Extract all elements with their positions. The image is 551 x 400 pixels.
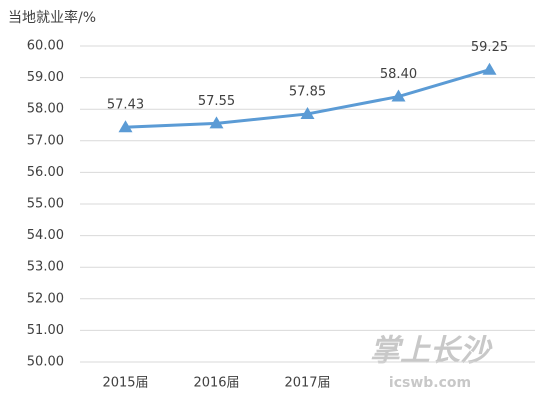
y-tick-label: 53.00: [27, 260, 64, 275]
y-tick-label: 52.00: [27, 291, 64, 306]
y-tick-label: 51.00: [27, 323, 64, 338]
y-tick-label: 54.00: [27, 228, 64, 243]
y-tick-label: 57.00: [27, 133, 64, 148]
x-tick-label: 2016届: [193, 376, 239, 391]
y-tick-label: 55.00: [27, 197, 64, 212]
watermark: icswb.com: [389, 375, 471, 391]
data-label: 57.85: [289, 84, 326, 99]
y-axis-label: 当地就业率/%: [8, 9, 96, 26]
marker: [209, 116, 224, 129]
marker: [482, 62, 497, 75]
x-tick-label: 2015届: [102, 376, 148, 391]
y-tick-label: 50.00: [27, 355, 64, 370]
data-label: 58.40: [380, 67, 417, 82]
y-tick-label: 58.00: [27, 102, 64, 117]
data-label: 59.25: [471, 40, 508, 55]
marker: [391, 89, 406, 102]
watermark: 掌上长沙: [370, 334, 493, 369]
data-label: 57.55: [198, 94, 235, 109]
data-label: 57.43: [107, 98, 144, 113]
x-tick-label: 2017届: [284, 376, 330, 391]
y-tick-label: 56.00: [27, 165, 64, 180]
marker: [118, 120, 133, 133]
y-tick-label: 59.00: [27, 70, 64, 85]
y-tick-label: 60.00: [27, 39, 64, 54]
marker: [300, 106, 315, 119]
